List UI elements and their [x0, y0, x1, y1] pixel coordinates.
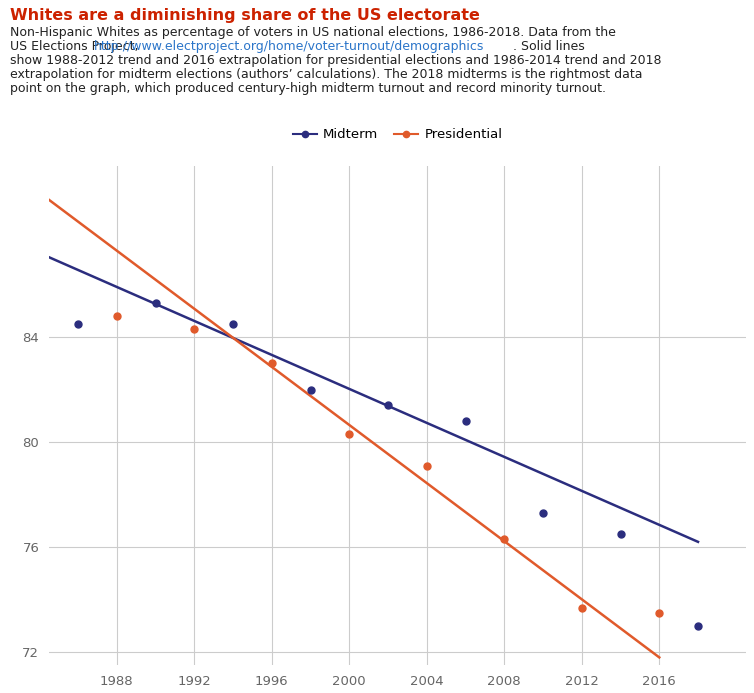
Point: [149, 297, 161, 308]
Point: [692, 620, 704, 631]
Text: http://www.electproject.org/home/voter-turnout/demographics: http://www.electproject.org/home/voter-t…: [93, 40, 484, 53]
Point: [653, 607, 665, 618]
Point: [188, 324, 201, 335]
Text: US Elections Project,: US Elections Project,: [10, 40, 143, 53]
Legend: Midterm, Presidential: Midterm, Presidential: [287, 123, 508, 147]
Point: [72, 318, 84, 329]
Text: extrapolation for midterm elections (authors’ calculations). The 2018 midterms i: extrapolation for midterm elections (aut…: [10, 68, 642, 81]
Point: [305, 384, 317, 395]
Point: [382, 400, 394, 411]
Text: . Solid lines: . Solid lines: [513, 40, 584, 53]
Text: show 1988-2012 trend and 2016 extrapolation for presidential elections and 1986-: show 1988-2012 trend and 2016 extrapolat…: [10, 54, 661, 67]
Text: point on the graph, which produced century-high midterm turnout and record minor: point on the graph, which produced centu…: [10, 82, 605, 95]
Point: [498, 534, 510, 545]
Point: [421, 460, 433, 471]
Point: [111, 310, 123, 322]
Point: [227, 318, 239, 329]
Point: [615, 529, 627, 540]
Text: Non-Hispanic Whites as percentage of voters in US national elections, 1986-2018.: Non-Hispanic Whites as percentage of vot…: [10, 26, 616, 40]
Point: [343, 429, 355, 440]
Point: [576, 602, 588, 613]
Point: [265, 358, 277, 369]
Text: Whites are a diminishing share of the US electorate: Whites are a diminishing share of the US…: [10, 8, 480, 24]
Point: [459, 416, 471, 427]
Point: [537, 507, 549, 518]
